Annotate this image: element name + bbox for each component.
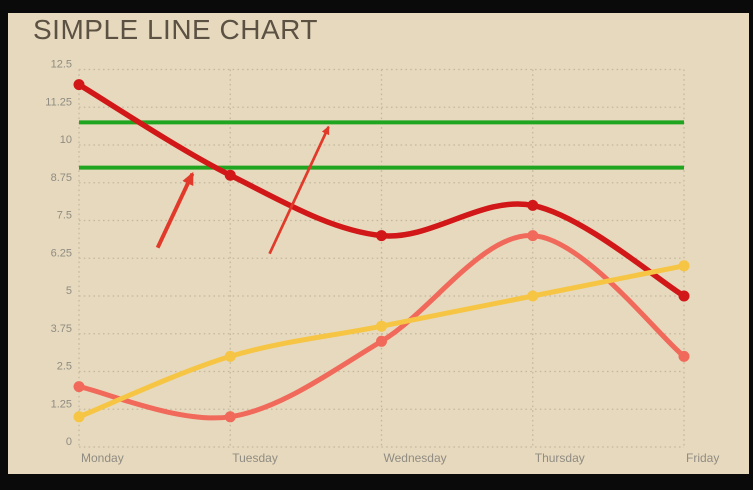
grid-layer	[78, 68, 685, 448]
x-axis-category-label: Tuesday	[232, 451, 278, 465]
y-axis-tick-label: 1.25	[51, 398, 72, 410]
y-axis-tick-label: 0	[66, 436, 72, 448]
stripline-layer	[79, 120, 684, 170]
light-red-line-data-point	[678, 350, 690, 362]
y-axis-tick-label: 5	[66, 285, 72, 297]
annotation-arrow	[155, 171, 195, 249]
light-red-line-data-point	[376, 335, 387, 347]
annotation-layer	[155, 125, 330, 255]
light-red-line-data-point	[224, 411, 236, 423]
y-axis-tick-label: 7.5	[57, 210, 72, 222]
yellow-line-data-point	[224, 350, 236, 362]
bold-red-line-data-point	[376, 230, 387, 242]
annotation-arrow	[268, 125, 330, 255]
chart-panel	[8, 13, 749, 474]
bold-red-line-data-point	[678, 290, 690, 302]
light-red-line-data-point	[527, 230, 539, 242]
x-axis-category-label: Monday	[81, 451, 124, 465]
series-layer	[73, 79, 690, 423]
yellow-line-data-point	[73, 411, 85, 423]
y-axis-tick-label: 6.25	[51, 247, 72, 259]
y-axis-tick-label: 2.5	[57, 361, 72, 373]
axis-label-layer: 0 1.25 2.5 3.75 5 6.25 7.5 8.75 10 11.25 12.5 Monda…	[45, 59, 719, 466]
x-axis-category-label: Friday	[686, 451, 719, 465]
y-axis-tick-label: 11.25	[45, 96, 72, 108]
yellow-line-data-point	[678, 260, 690, 272]
chart-title: SIMPLE LINE CHART	[33, 14, 318, 45]
light-red-line-data-point	[73, 381, 85, 393]
y-axis-tick-label: 8.75	[51, 172, 72, 184]
y-axis-tick-label: 3.75	[51, 323, 72, 335]
yellow-line-data-point	[527, 290, 539, 302]
y-axis-tick-label: 10	[60, 134, 72, 146]
x-axis-category-label: Wednesday	[384, 451, 447, 465]
bold-red-line-data-point	[224, 169, 236, 181]
bold-red-line-data-point	[73, 79, 85, 91]
y-axis-tick-label: 12.5	[51, 59, 72, 71]
yellow-line-data-point	[376, 320, 387, 332]
light-red-line-path	[76, 233, 687, 421]
bold-red-line-data-point	[527, 199, 539, 211]
x-axis-category-label: Thursday	[535, 451, 585, 465]
